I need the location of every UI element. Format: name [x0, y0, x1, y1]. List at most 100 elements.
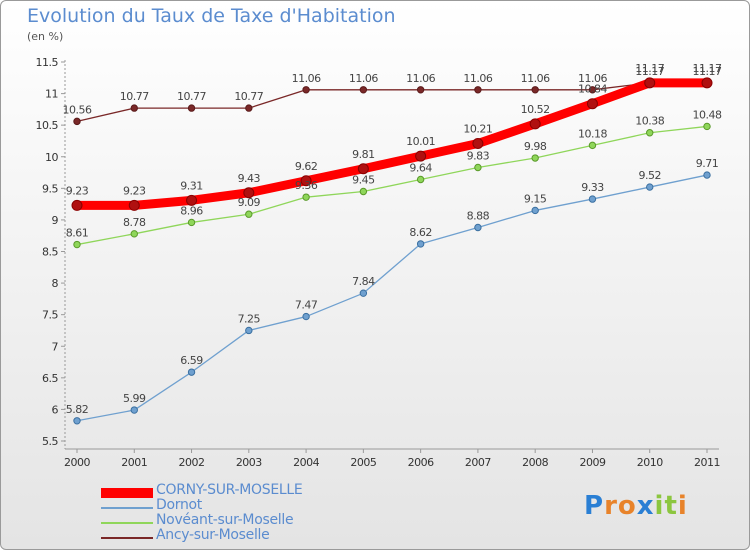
- data-point: [245, 326, 253, 335]
- data-label: 10.77: [234, 90, 263, 103]
- y-tick-label: 7.5: [42, 309, 58, 322]
- data-label: 8.78: [123, 216, 146, 229]
- data-label: 10.21: [463, 122, 492, 135]
- data-label: 10.84: [578, 83, 607, 96]
- data-point: [302, 86, 310, 94]
- data-label: 9.64: [409, 161, 432, 174]
- data-label: 9.43: [238, 172, 261, 185]
- data-point: [474, 163, 482, 172]
- data-label: 9.62: [295, 160, 318, 173]
- data-point: [701, 77, 713, 89]
- legend-label: Ancy-sur-Moselle: [156, 527, 270, 543]
- data-point: [186, 194, 198, 206]
- data-point: [73, 117, 81, 126]
- data-point: [586, 98, 598, 110]
- data-point: [302, 193, 310, 201]
- data-label: 5.82: [66, 403, 89, 416]
- y-tick-label: 11.5: [36, 56, 59, 69]
- unit-label: (en %): [27, 30, 64, 43]
- data-point: [187, 104, 196, 112]
- data-label: 10.56: [63, 103, 92, 116]
- data-point: [187, 218, 196, 227]
- data-label: 11.17: [693, 62, 722, 75]
- data-point: [359, 86, 368, 94]
- data-point: [243, 187, 255, 199]
- y-tick-label: 7: [52, 340, 59, 353]
- x-tick-label: 2003: [236, 456, 262, 469]
- data-point: [416, 86, 425, 94]
- data-point: [588, 195, 597, 203]
- data-label: 7.84: [352, 275, 375, 288]
- data-label: 10.52: [521, 103, 550, 116]
- data-point: [474, 86, 482, 94]
- data-point: [531, 86, 539, 94]
- data-label: 10.01: [406, 135, 435, 148]
- data-label: 9.81: [352, 148, 375, 161]
- y-tick-label: 5.5: [42, 435, 58, 448]
- series-line-corny-sur-moselle: [72, 78, 712, 210]
- legend-swatch: [101, 507, 153, 509]
- data-point: [416, 240, 425, 248]
- data-label: 11.06: [349, 72, 378, 85]
- data-label: 9.09: [238, 196, 261, 209]
- legend-label: CORNY-SUR-MOSELLE: [156, 482, 303, 498]
- legend-swatch: [101, 488, 153, 498]
- data-point: [531, 154, 539, 162]
- y-tick-label: 10.5: [36, 119, 59, 132]
- y-tick-label: 10: [45, 151, 58, 164]
- data-point: [300, 175, 312, 187]
- data-point: [474, 223, 482, 232]
- data-label: 10.38: [635, 115, 664, 128]
- series-line-ancy-sur-moselle: [76, 82, 708, 123]
- data-label: 9.45: [352, 173, 375, 186]
- axes: 5.5 6 6.5 7 7.5 8 8.5 9 9.5 10 10.5 11 11.5 2000 2001 2…: [36, 56, 721, 469]
- data-point: [302, 312, 310, 321]
- data-label: 11.17: [635, 65, 664, 78]
- data-label: 8.61: [66, 227, 89, 240]
- data-label: 10.48: [693, 108, 722, 121]
- data-label: 11.06: [521, 72, 550, 85]
- data-point: [529, 118, 541, 130]
- x-tick-label: 2009: [579, 456, 605, 469]
- y-tick-label: 6.5: [42, 372, 58, 385]
- data-label: 9.15: [524, 192, 547, 205]
- data-point: [245, 104, 253, 112]
- data-point: [416, 175, 425, 184]
- data-point: [187, 368, 196, 376]
- x-tick-label: 2010: [637, 456, 663, 469]
- data-point: [646, 183, 654, 191]
- data-point: [130, 406, 138, 414]
- series-lines: [71, 77, 713, 425]
- series-line-dornot: [76, 174, 708, 422]
- data-label: 11.06: [292, 72, 321, 85]
- data-point: [359, 289, 368, 297]
- data-label: 8.62: [409, 226, 432, 239]
- data-label: 9.36: [295, 179, 318, 192]
- data-label: 11.17: [635, 62, 664, 75]
- data-point: [646, 129, 654, 137]
- data-label: 7.25: [238, 312, 261, 325]
- data-label: 8.96: [180, 204, 203, 217]
- data-point: [415, 150, 427, 162]
- x-tick-label: 2006: [408, 456, 434, 469]
- data-label: 5.99: [123, 392, 146, 405]
- data-label: 9.33: [581, 181, 604, 194]
- y-tick-label: 8.5: [42, 246, 58, 259]
- y-tick-label: 6: [52, 403, 59, 416]
- x-tick-label: 2005: [350, 456, 376, 469]
- x-tick-label: 2007: [465, 456, 491, 469]
- data-point: [644, 77, 656, 89]
- data-label: 9.31: [180, 179, 203, 192]
- y-tick-label: 9.5: [42, 182, 58, 195]
- data-label: 9.52: [638, 169, 661, 182]
- data-label: 9.83: [467, 149, 490, 162]
- data-point: [703, 171, 711, 179]
- data-label: 11.06: [578, 72, 607, 85]
- data-label: 11.06: [463, 72, 492, 85]
- data-label: 10.77: [120, 90, 149, 103]
- data-point: [359, 187, 368, 196]
- x-tick-label: 2001: [121, 456, 147, 469]
- data-label: 8.88: [467, 209, 490, 222]
